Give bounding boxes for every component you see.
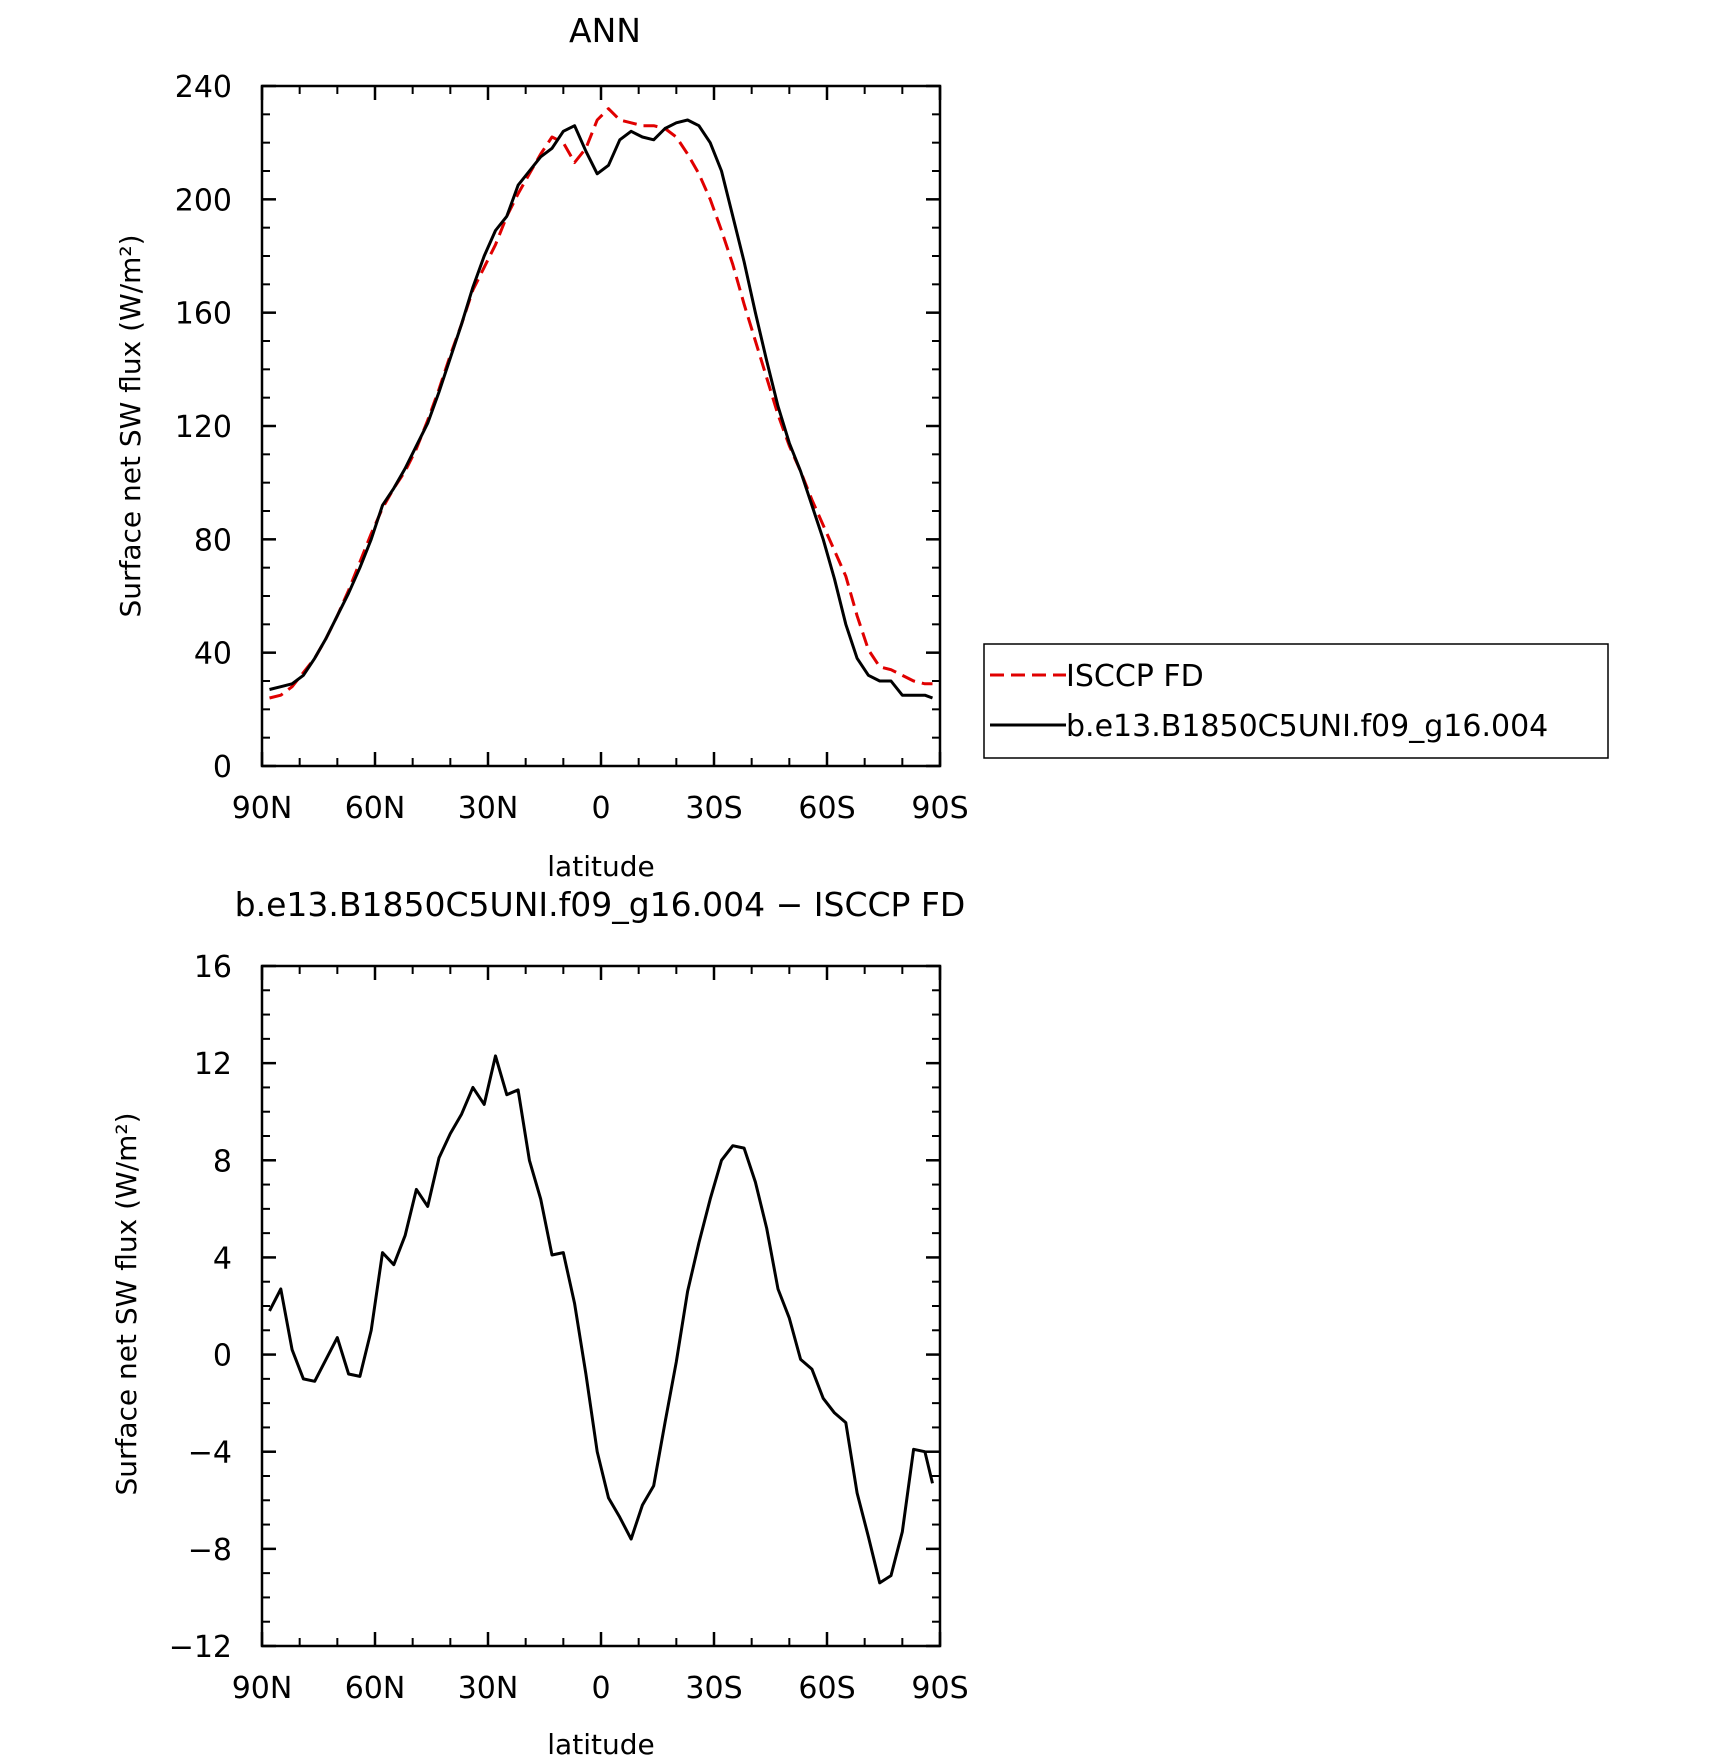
bottom-y-axis-label: Surface net SW flux (W/m²): [110, 1112, 143, 1495]
x-tick-label: 90S: [911, 1671, 968, 1706]
x-tick-label: 90N: [232, 1671, 293, 1706]
bottom-plot-frame: [260, 964, 942, 1648]
legend-label-isccp: ISCCP FD: [1066, 659, 1204, 694]
x-tick-label: 0: [591, 1671, 610, 1706]
y-tick-label: 120: [175, 410, 232, 445]
y-tick-label: 240: [175, 70, 232, 105]
y-tick-label: 0: [213, 750, 232, 785]
top-plot-frame: [260, 84, 942, 768]
y-tick-label: −4: [188, 1436, 232, 1471]
y-tick-label: 16: [194, 950, 232, 985]
series-line-1-0: [268, 1054, 934, 1585]
y-tick-label: −12: [169, 1630, 232, 1665]
x-tick-label: 30S: [685, 1671, 742, 1706]
legend-label-model: b.e13.B1850C5UNI.f09_g16.004: [1066, 709, 1548, 744]
top-panel: ANN 90N 60N 30N 0 30S 60S 90S 0 40 80 120 160 200 240…: [114, 11, 1609, 883]
x-tick-label: 60N: [345, 791, 406, 826]
top-x-axis-label: latitude: [547, 850, 654, 883]
y-tick-label: 0: [213, 1339, 232, 1374]
x-tick-label: 90N: [232, 791, 293, 826]
x-tick-label: 30N: [458, 791, 519, 826]
top-chart-title: ANN: [569, 11, 641, 50]
bottom-x-axis-label: latitude: [547, 1728, 654, 1756]
bottom-tick-labels: 90N 60N 30N 0 30S 60S 90S −12 −8 −4 0 4 8 12 16: [169, 950, 969, 1706]
series-line-0-0: [269, 107, 933, 700]
x-tick-label: 60S: [798, 791, 855, 826]
x-tick-label: 30S: [685, 791, 742, 826]
bottom-panel: b.e13.B1850C5UNI.f09_g16.004 − ISCCP FD …: [110, 885, 969, 1756]
top-tick-labels: 90N 60N 30N 0 30S 60S 90S 0 40 80 120 160 200 240: [175, 70, 969, 826]
y-tick-label: 40: [194, 637, 232, 672]
y-tick-label: −8: [188, 1533, 232, 1568]
x-tick-label: 60S: [798, 1671, 855, 1706]
x-tick-label: 30N: [458, 1671, 519, 1706]
series-line-0-1: [269, 118, 934, 700]
y-tick-label: 12: [194, 1047, 232, 1082]
bottom-chart-title: b.e13.B1850C5UNI.f09_g16.004 − ISCCP FD: [235, 885, 966, 924]
legend-box: [983, 643, 1609, 759]
bottom-tick-marks: [260, 964, 942, 1648]
x-tick-label: 90S: [911, 791, 968, 826]
y-tick-label: 200: [175, 183, 232, 218]
x-tick-label: 0: [591, 791, 610, 826]
y-tick-label: 8: [213, 1144, 232, 1179]
y-tick-label: 4: [213, 1241, 232, 1276]
x-tick-label: 60N: [345, 1671, 406, 1706]
top-series-lines: [269, 107, 934, 700]
bottom-series-lines: [268, 1054, 934, 1585]
top-y-axis-label: Surface net SW flux (W/m²): [114, 234, 147, 617]
legend: ISCCP FD b.e13.B1850C5UNI.f09_g16.004: [983, 643, 1609, 759]
y-tick-label: 80: [194, 523, 232, 558]
y-tick-label: 160: [175, 297, 232, 332]
top-tick-marks: [260, 84, 942, 768]
